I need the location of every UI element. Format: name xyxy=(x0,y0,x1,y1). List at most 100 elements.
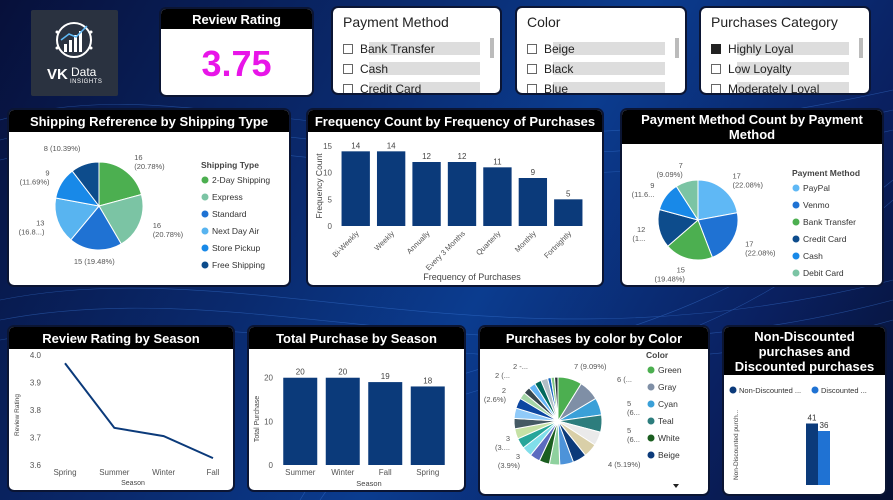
checkbox-icon[interactable] xyxy=(527,44,537,54)
legend-marker xyxy=(792,252,800,260)
legend-label: Debit Card xyxy=(803,268,844,278)
chart-title: Frequency Count by Frequency of Purchase… xyxy=(308,110,602,132)
bar-data-label: 11 xyxy=(493,157,502,166)
checkbox-icon[interactable] xyxy=(711,84,721,93)
discount-card[interactable]: Non-Discounted purchases and Discounted … xyxy=(724,327,885,494)
bar xyxy=(283,377,318,465)
legend-label: Standard xyxy=(212,209,247,219)
season-rating-card[interactable]: Review Rating by Season 4.0 3.9 3.8 3.7 3.6 S… xyxy=(9,327,233,490)
slicer-item-cash[interactable]: Cash xyxy=(343,60,388,78)
legend-label: Discounted ... xyxy=(821,386,867,395)
shipping-pie-chart[interactable]: 16 (20.78%) 16 (20.78%) 15 (19.48%) 13 (16.8..… xyxy=(9,132,289,285)
slicer-purchases-category: Purchases Category Highly Loyal Low Loya… xyxy=(701,8,869,93)
bar-data-label: 12 xyxy=(422,152,431,161)
chart-title: Total Purchase by Season xyxy=(249,327,464,349)
bar xyxy=(412,162,441,226)
y-tick-label: 10 xyxy=(323,169,332,178)
slicer-item-beige[interactable]: Beige xyxy=(527,40,575,58)
checkbox-icon[interactable] xyxy=(343,84,353,93)
color-pie-chart[interactable]: 7 (9.09%) 6 (... 5 (6... 5 (6... 4 (5.19%) 3 (3.… xyxy=(480,349,708,494)
checkbox-icon[interactable] xyxy=(343,64,353,74)
y-tick-label: 3.6 xyxy=(30,461,42,470)
logo-text-insights: INSIGHTS xyxy=(70,79,103,85)
legend-label: Venmo xyxy=(803,200,830,210)
x-tick-label: Bi-Weekly xyxy=(331,229,361,259)
season-purchase-bar-chart[interactable]: 0 10 20 20 Summer 20 Winter 19 Fall 18 Spring Total… xyxy=(249,349,464,490)
pie-slice xyxy=(98,193,144,245)
bar-data-label: 14 xyxy=(351,141,360,150)
slicer-item-black[interactable]: Black xyxy=(527,60,573,78)
bar xyxy=(410,386,445,465)
checkbox-icon[interactable] xyxy=(527,64,537,74)
slicer-scrollbar[interactable] xyxy=(675,38,679,58)
bar xyxy=(806,423,818,485)
bar xyxy=(376,151,406,226)
pie-slice-label: 2 -... xyxy=(513,362,528,371)
x-tick-label: Winter xyxy=(152,468,175,477)
season-purchase-card[interactable]: Total Purchase by Season 0 10 20 20 Summer 20… xyxy=(249,327,464,490)
slicer-scrollbar[interactable] xyxy=(490,38,494,58)
bar-data-label: 14 xyxy=(387,141,396,150)
chart-title: Review Rating by Season xyxy=(9,327,233,349)
pie-slice-label: 16 (20.78%) xyxy=(153,221,184,239)
bar-data-label: 41 xyxy=(808,414,817,423)
checkbox-checked-icon[interactable] xyxy=(711,44,721,54)
bar-data-label: 20 xyxy=(338,368,347,377)
legend-label: Teal xyxy=(658,416,674,426)
checkbox-icon[interactable] xyxy=(527,84,537,93)
line-series xyxy=(64,362,214,460)
slicer-item-label: Moderately Loyal xyxy=(728,82,820,93)
legend-marker xyxy=(792,269,800,277)
legend-marker xyxy=(647,383,655,391)
slicer-item-moderately-loyal[interactable]: Moderately Loyal xyxy=(711,80,819,93)
x-tick-label: Fall xyxy=(379,468,392,477)
x-tick-label: Annually xyxy=(405,229,432,256)
slicer-item-label: Black xyxy=(544,62,574,76)
slicer-scrollbar[interactable] xyxy=(859,38,863,58)
legend-scroll-down-icon xyxy=(673,484,679,488)
slicer-color: Color Beige Black Blue xyxy=(517,8,685,93)
legend-label: Credit Card xyxy=(803,234,847,244)
bar xyxy=(518,178,548,226)
pie-slice-label: 8 (10.39%) xyxy=(44,144,81,153)
y-tick-label: 3.7 xyxy=(30,434,42,443)
checkbox-icon[interactable] xyxy=(711,64,721,74)
x-axis-label: Season xyxy=(356,479,381,488)
payment-pie-chart[interactable]: 17 (22.08%) 17 (22.08%) 15 (19.48%) 12 (1... 9 (1… xyxy=(622,144,882,285)
checkbox-icon[interactable] xyxy=(343,44,353,54)
logo-text-data: Data xyxy=(71,65,97,79)
kpi-value: 3.75 xyxy=(201,43,272,84)
color-purchases-card[interactable]: Purchases by color by Color 7 (9.09%) 6 (… xyxy=(480,327,708,494)
bar xyxy=(818,431,830,485)
slicer-item-blue[interactable]: Blue xyxy=(527,80,568,93)
bar xyxy=(341,151,370,226)
y-axis-label: Review Rating xyxy=(14,394,21,436)
slicer-item-low-loyalty[interactable]: Low Loyalty xyxy=(711,60,791,78)
slicer-item-bank-transfer[interactable]: Bank Transfer xyxy=(343,40,435,58)
shipping-type-card[interactable]: Shipping Refrerence by Shipping Type 16(… xyxy=(9,110,289,285)
slicer-item-highly-loyal[interactable]: Highly Loyal xyxy=(711,40,793,58)
pie-slice-label: 12 (1... xyxy=(632,225,645,243)
slicer-item-label: Blue xyxy=(544,82,569,93)
pie-slice-label: 13 (16.8...) xyxy=(19,219,45,237)
legend-marker xyxy=(201,244,209,252)
pie-slice-label: 16 (20.78%) xyxy=(134,153,165,171)
frequency-card[interactable]: Frequency Count by Frequency of Purchase… xyxy=(308,110,602,285)
legend-marker xyxy=(792,184,800,192)
kpi-review-rating-card: Review Rating 3.75 xyxy=(161,9,312,95)
legend-marker xyxy=(647,366,655,374)
pie-slice-label: 17 (22.08%) xyxy=(733,171,764,189)
legend-label: Store Pickup xyxy=(212,243,260,253)
logo-text-vk: VK xyxy=(47,66,68,83)
bar xyxy=(554,199,583,226)
chart-title: Shipping Refrerence by Shipping Type xyxy=(9,110,289,132)
season-rating-line-chart[interactable]: 4.0 3.9 3.8 3.7 3.6 Spring Summer Winter Fall Rev… xyxy=(9,349,233,490)
y-axis-label: Non-Discounted purch... xyxy=(733,410,740,480)
chart-title: Payment Method Count by Payment Method xyxy=(622,110,882,144)
slicer-item-credit-card[interactable]: Credit Card xyxy=(343,80,421,93)
legend-marker xyxy=(811,386,819,394)
payment-method-card[interactable]: Payment Method Count by Payment Method 1… xyxy=(622,110,882,285)
slicer-color-title: Color xyxy=(527,14,561,30)
